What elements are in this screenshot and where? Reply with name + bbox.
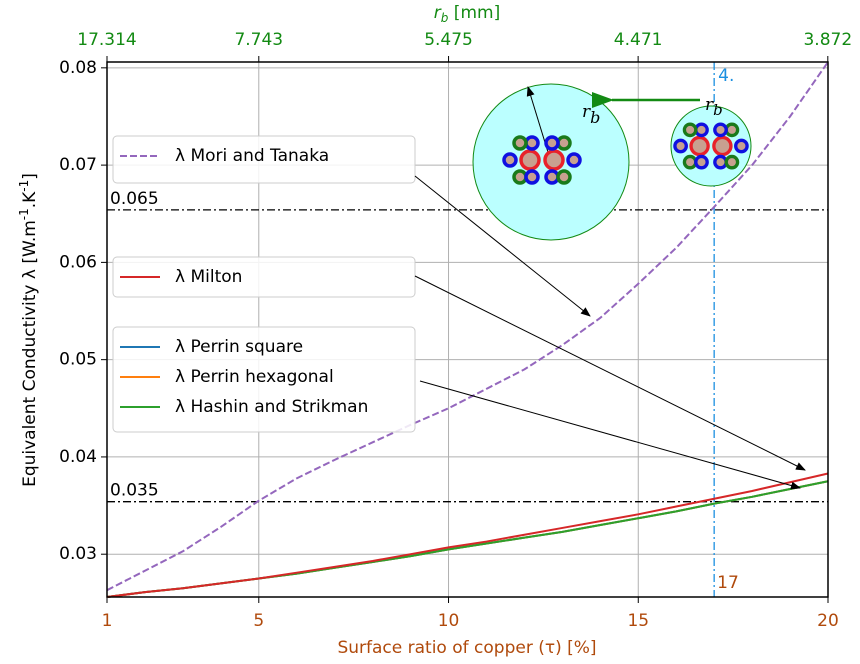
rb-base: r xyxy=(705,95,714,115)
wire xyxy=(713,154,728,170)
y-label-part: Equivalent Conductivity λ [W.m xyxy=(20,220,40,487)
y-tick-label: 0.07 xyxy=(59,155,97,175)
x2-label-part: [mm] xyxy=(448,3,500,23)
wire xyxy=(543,149,565,171)
wire xyxy=(524,169,540,185)
wire xyxy=(556,135,572,151)
x2-tick-label: 17.314 xyxy=(77,30,136,50)
x-tick-label: 20 xyxy=(817,611,839,631)
diagram: rb rb xyxy=(472,83,752,241)
wire xyxy=(713,122,728,138)
legend-label: λ Perrin square xyxy=(175,337,303,357)
x2-tick-label: 7.743 xyxy=(234,30,283,50)
y-tick-label: 0.08 xyxy=(59,58,97,78)
wire xyxy=(682,154,698,170)
y-label-part: .K xyxy=(20,191,40,208)
annotation-arrow xyxy=(419,380,801,490)
y-tick-label: 0.04 xyxy=(59,447,97,467)
legend-label: λ Mori and Tanaka xyxy=(175,146,329,166)
wire xyxy=(734,138,749,154)
legend-box xyxy=(112,135,416,184)
wire xyxy=(512,169,528,185)
annotation-arrow xyxy=(414,275,806,471)
wire xyxy=(673,138,688,154)
vline-label: 17 xyxy=(717,573,739,593)
legend-label: λ Milton xyxy=(175,267,242,287)
wire xyxy=(682,122,698,138)
plot-frame xyxy=(106,61,829,598)
wire xyxy=(724,122,740,138)
x-axis-label: Surface ratio of copper (τ) [%] xyxy=(337,638,596,658)
x-tick-label: 15 xyxy=(627,611,649,631)
wire xyxy=(556,169,572,185)
x2-label-sub: b xyxy=(441,11,449,25)
legend-box xyxy=(112,256,416,298)
wire xyxy=(566,152,582,168)
x2-tick-label: 5.475 xyxy=(424,30,473,50)
series-line xyxy=(106,61,829,592)
x-tick-label: 10 xyxy=(438,611,460,631)
wire xyxy=(724,154,740,170)
y-label-sup: -1 xyxy=(17,208,31,220)
wire xyxy=(502,152,518,168)
y-label-part: ] xyxy=(20,173,40,180)
radius-arrow xyxy=(526,86,552,163)
x2-tick-label: 3.872 xyxy=(803,30,852,50)
x2-label-part: r xyxy=(434,3,442,23)
legend-label: λ Hashin and Strikman xyxy=(175,397,368,417)
rb-label: rb xyxy=(705,95,723,120)
rb-sub: b xyxy=(590,108,600,127)
series-line xyxy=(106,472,829,598)
wire xyxy=(712,135,733,157)
wire xyxy=(524,135,540,151)
reference-label: 0.065 xyxy=(110,189,159,209)
vline-top-label: 4. xyxy=(718,66,734,86)
x2-axis-label: rb [mm] xyxy=(434,3,500,25)
wire xyxy=(689,135,710,157)
wire xyxy=(694,154,709,170)
wire xyxy=(694,122,709,138)
x2-tick-label: 4.471 xyxy=(614,30,663,50)
y-tick-label: 0.03 xyxy=(59,544,97,564)
y-tick-label: 0.06 xyxy=(59,252,97,272)
reference-label: 0.035 xyxy=(110,481,159,501)
y-label-sup: -1 xyxy=(17,180,31,192)
wire xyxy=(544,169,560,185)
legend-box xyxy=(112,326,416,433)
wire xyxy=(512,135,528,151)
x-tick-label: 5 xyxy=(253,611,264,631)
rb-label: rb xyxy=(582,102,600,127)
x-tick-label: 1 xyxy=(102,611,113,631)
wire xyxy=(519,149,541,171)
rb-sub: b xyxy=(713,101,723,119)
annotation-arrow xyxy=(414,175,591,317)
y-tick-label: 0.05 xyxy=(59,350,97,370)
rb-base: r xyxy=(582,102,591,122)
y-axis-label: Equivalent Conductivity λ [W.m-1.K-1] xyxy=(17,173,41,487)
wire xyxy=(544,135,560,151)
legend-label: λ Perrin hexagonal xyxy=(175,367,334,387)
